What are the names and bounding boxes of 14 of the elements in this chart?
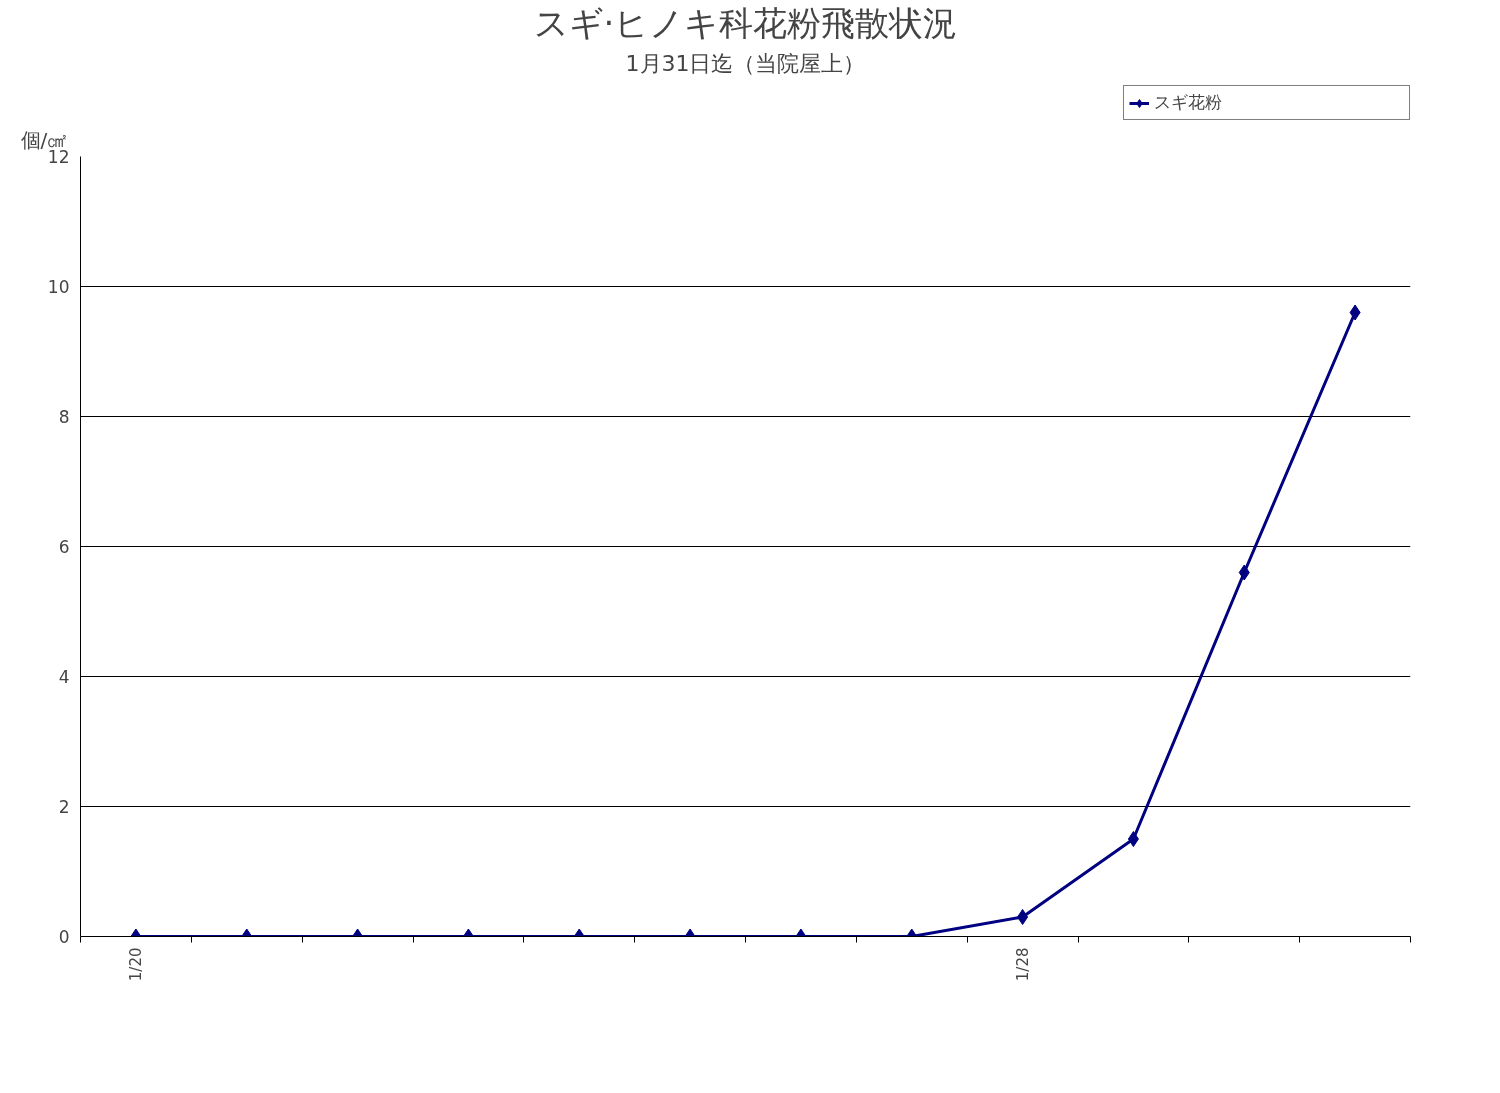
- point: [1349, 304, 1361, 321]
- point: [1238, 564, 1250, 581]
- x-tick-label: 1/28: [1013, 947, 1032, 982]
- legend-label: スギ花粉: [1154, 91, 1223, 114]
- y-tick-label: 2: [58, 797, 70, 817]
- chart-title: スギ·ヒノキ科花粉飛散状況: [533, 2, 958, 43]
- y-tick-label: 0: [58, 927, 70, 947]
- y-tick-label: 12: [47, 147, 70, 167]
- y-tick-label: 4: [58, 667, 70, 687]
- x-tick-label: 1/20: [126, 947, 145, 982]
- y-tick-label: 10: [47, 277, 70, 297]
- y-tick-label: 8: [58, 407, 70, 427]
- chart-subtitle: 1月31日迄（当院屋上）: [625, 50, 866, 76]
- y-tick-label: 6: [58, 537, 70, 557]
